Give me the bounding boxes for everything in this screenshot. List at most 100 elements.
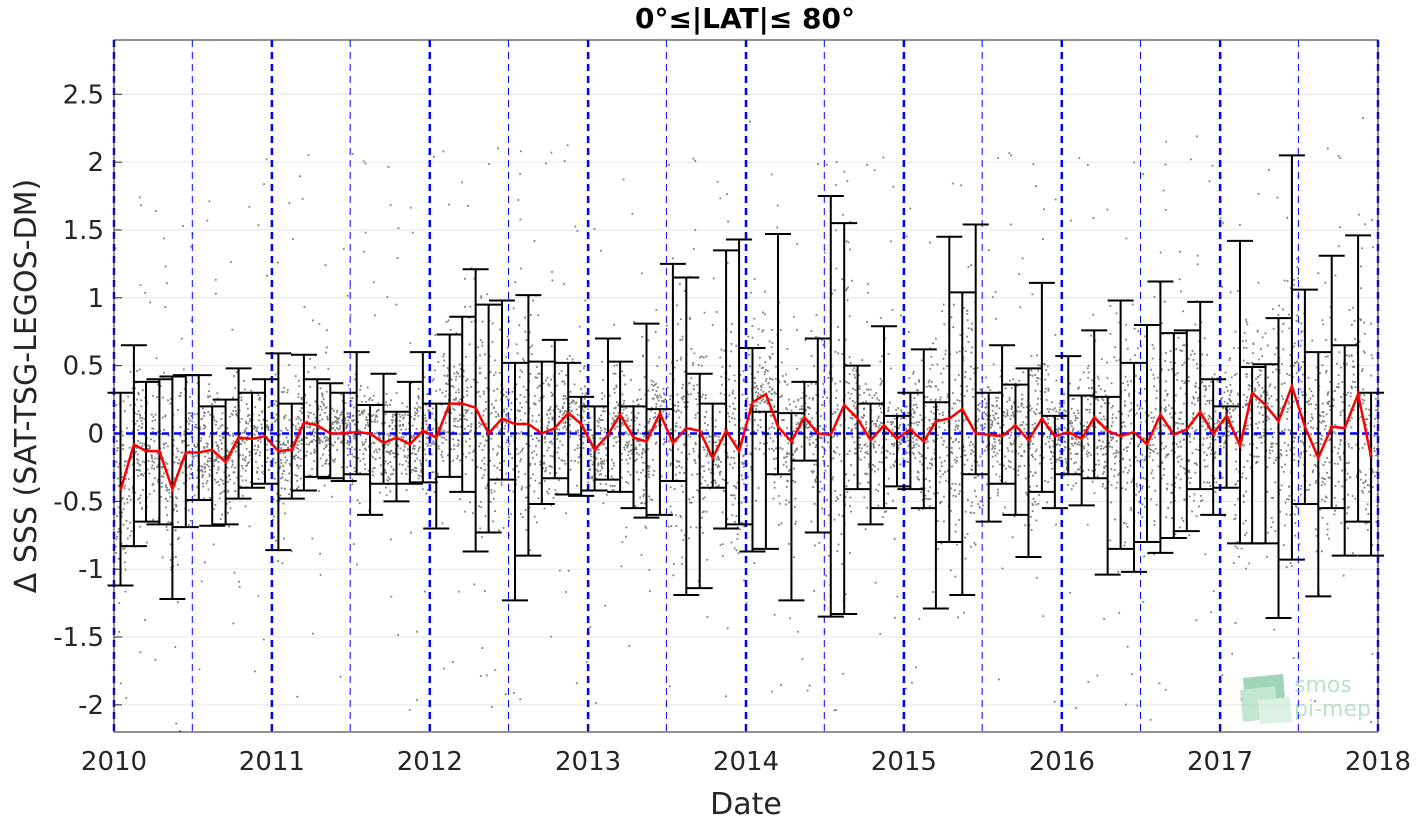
scatter-point xyxy=(455,397,457,400)
scatter-point xyxy=(970,449,973,452)
scatter-point xyxy=(614,415,617,418)
scatter-point xyxy=(413,417,416,420)
scatter-point xyxy=(126,498,128,501)
scatter-point xyxy=(167,399,169,402)
scatter-point xyxy=(879,421,882,424)
scatter-point xyxy=(502,420,505,423)
scatter-point xyxy=(517,470,520,473)
scatter-point xyxy=(275,440,278,443)
scatter-point xyxy=(376,415,379,418)
scatter-point xyxy=(470,425,473,428)
scatter-point xyxy=(225,476,228,478)
scatter-point xyxy=(497,413,500,416)
scatter-point xyxy=(570,459,573,462)
scatter-point xyxy=(486,387,489,390)
scatter-point xyxy=(891,422,894,425)
scatter-point xyxy=(895,408,897,411)
scatter-point xyxy=(466,409,469,411)
scatter-point xyxy=(1039,390,1042,393)
scatter-point xyxy=(598,417,601,420)
scatter-point xyxy=(339,414,342,416)
scatter-point xyxy=(497,445,500,448)
scatter-point xyxy=(211,403,213,405)
scatter-point xyxy=(281,562,284,565)
scatter-point xyxy=(524,509,527,511)
scatter-point xyxy=(507,338,510,341)
scatter-point xyxy=(309,425,312,428)
scatter-point xyxy=(484,515,487,518)
scatter-point xyxy=(337,437,340,439)
scatter-point xyxy=(406,456,409,459)
scatter-point xyxy=(844,338,847,341)
scatter-point xyxy=(116,515,118,518)
scatter-point xyxy=(319,414,322,416)
scatter-point xyxy=(710,471,712,474)
scatter-point xyxy=(241,494,244,497)
scatter-point xyxy=(622,423,625,426)
scatter-point xyxy=(524,330,527,333)
scatter-point xyxy=(377,402,380,405)
scatter-point xyxy=(680,411,683,414)
scatter-point xyxy=(885,510,888,513)
scatter-point xyxy=(245,422,248,425)
scatter-point xyxy=(633,419,636,422)
scatter-point xyxy=(522,447,524,450)
scatter-point xyxy=(771,690,774,693)
scatter-point xyxy=(595,477,598,480)
scatter-point xyxy=(713,479,716,482)
scatter-point xyxy=(406,405,408,408)
scatter-point xyxy=(128,488,131,491)
scatter-point xyxy=(223,456,225,458)
scatter-point xyxy=(454,417,457,420)
scatter-point xyxy=(977,418,980,421)
scatter-point xyxy=(441,456,444,459)
scatter-point xyxy=(763,442,766,445)
scatter-point xyxy=(956,427,959,430)
scatter-point xyxy=(994,447,996,450)
scatter-point xyxy=(244,459,247,462)
scatter-point xyxy=(937,548,940,550)
scatter-point xyxy=(813,365,815,368)
scatter-point xyxy=(656,386,659,389)
scatter-point xyxy=(1029,441,1032,444)
scatter-point xyxy=(963,449,966,452)
scatter-point xyxy=(758,364,761,367)
scatter-point xyxy=(998,407,1001,410)
scatter-point xyxy=(163,472,165,475)
scatter-point xyxy=(201,482,204,485)
scatter-point xyxy=(207,396,210,399)
scatter-point xyxy=(550,151,553,154)
scatter-point xyxy=(994,418,997,421)
scatter-point xyxy=(504,693,507,695)
scatter-point xyxy=(622,408,625,411)
scatter-point xyxy=(916,389,919,392)
scatter-point xyxy=(864,451,867,454)
scatter-point xyxy=(621,458,623,461)
scatter-point xyxy=(678,416,681,419)
scatter-point xyxy=(739,373,742,376)
scatter-point xyxy=(231,413,234,416)
scatter-point xyxy=(939,502,941,505)
scatter-point xyxy=(496,452,499,455)
scatter-point xyxy=(768,427,771,430)
scatter-point xyxy=(977,474,979,477)
scatter-point xyxy=(834,490,837,492)
scatter-point xyxy=(503,427,506,430)
scatter-point xyxy=(981,406,983,409)
scatter-point xyxy=(123,464,126,467)
scatter-point xyxy=(193,444,196,447)
scatter-point xyxy=(156,396,158,399)
scatter-point xyxy=(730,417,733,419)
scatter-point xyxy=(240,438,243,441)
scatter-point xyxy=(519,451,522,453)
scatter-point xyxy=(739,427,742,430)
scatter-point xyxy=(648,465,651,468)
scatter-point xyxy=(944,471,946,473)
scatter-point xyxy=(185,474,188,477)
scatter-point xyxy=(130,530,133,533)
scatter-point xyxy=(748,353,751,356)
scatter-point xyxy=(124,460,126,463)
scatter-point xyxy=(373,442,376,445)
scatter-point xyxy=(334,458,337,461)
scatter-point xyxy=(880,411,883,414)
